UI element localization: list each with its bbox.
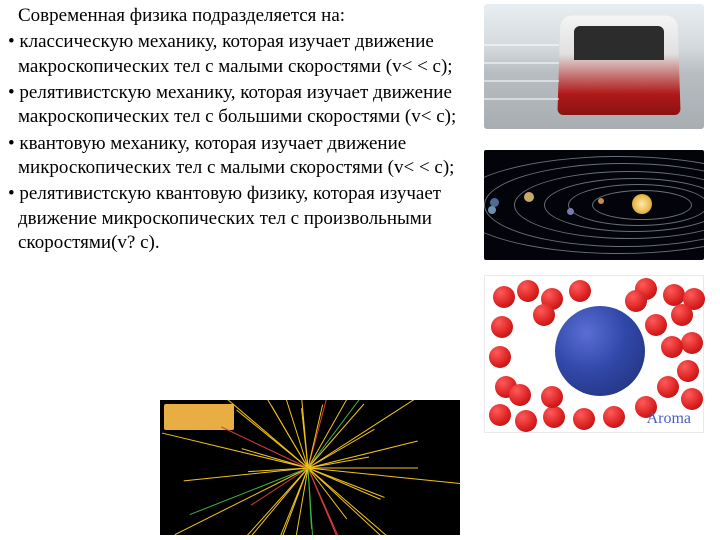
red-atom [645,314,667,336]
list-item: релятивистскую механику, которая изучает… [0,81,460,130]
motion-streak [484,98,559,100]
big-atom [555,306,645,396]
sun [632,194,652,214]
red-atom [491,316,513,338]
red-atom [677,360,699,382]
red-atom [663,284,685,306]
aroma-label: Aroma [647,410,691,428]
particle-header [164,404,234,430]
red-atom [515,410,537,432]
list-item: релятивистскую квантовую физику, которая… [0,182,460,255]
solar-system-image [484,150,704,260]
red-atom [573,408,595,430]
physics-list: классическую механику, которая изучает д… [0,30,460,255]
planet [490,198,499,207]
red-atom [657,376,679,398]
red-atom [681,332,703,354]
particle-track [308,467,418,468]
planet [524,192,534,202]
planet [567,208,574,215]
red-atom [489,404,511,426]
intro-line: Современная физика подразделяется на: [18,4,460,28]
motion-streak [484,44,559,46]
particle-collision-image [160,400,460,535]
planet [488,206,496,214]
list-item: классическую механику, которая изучает д… [0,30,460,79]
red-atom [543,406,565,428]
red-atom [661,336,683,358]
motion-streak [484,80,559,82]
text-column: Современная физика подразделяется на: кл… [0,4,460,257]
planet [598,198,604,204]
train-image [484,4,704,129]
red-atom [533,304,555,326]
train-window [574,26,664,60]
particle-track [175,467,308,534]
red-atom [489,346,511,368]
red-atom [569,280,591,302]
red-atom [517,280,539,302]
list-item: квантовую механику, которая изучает движ… [0,132,460,181]
motion-streak [484,62,559,64]
red-atom [509,384,531,406]
red-atom [541,386,563,408]
red-atom [603,406,625,428]
red-atom [681,388,703,410]
red-atom [493,286,515,308]
atoms-image: Aroma [484,275,704,433]
red-atom [671,304,693,326]
red-atom [625,290,647,312]
orbit [484,156,704,254]
